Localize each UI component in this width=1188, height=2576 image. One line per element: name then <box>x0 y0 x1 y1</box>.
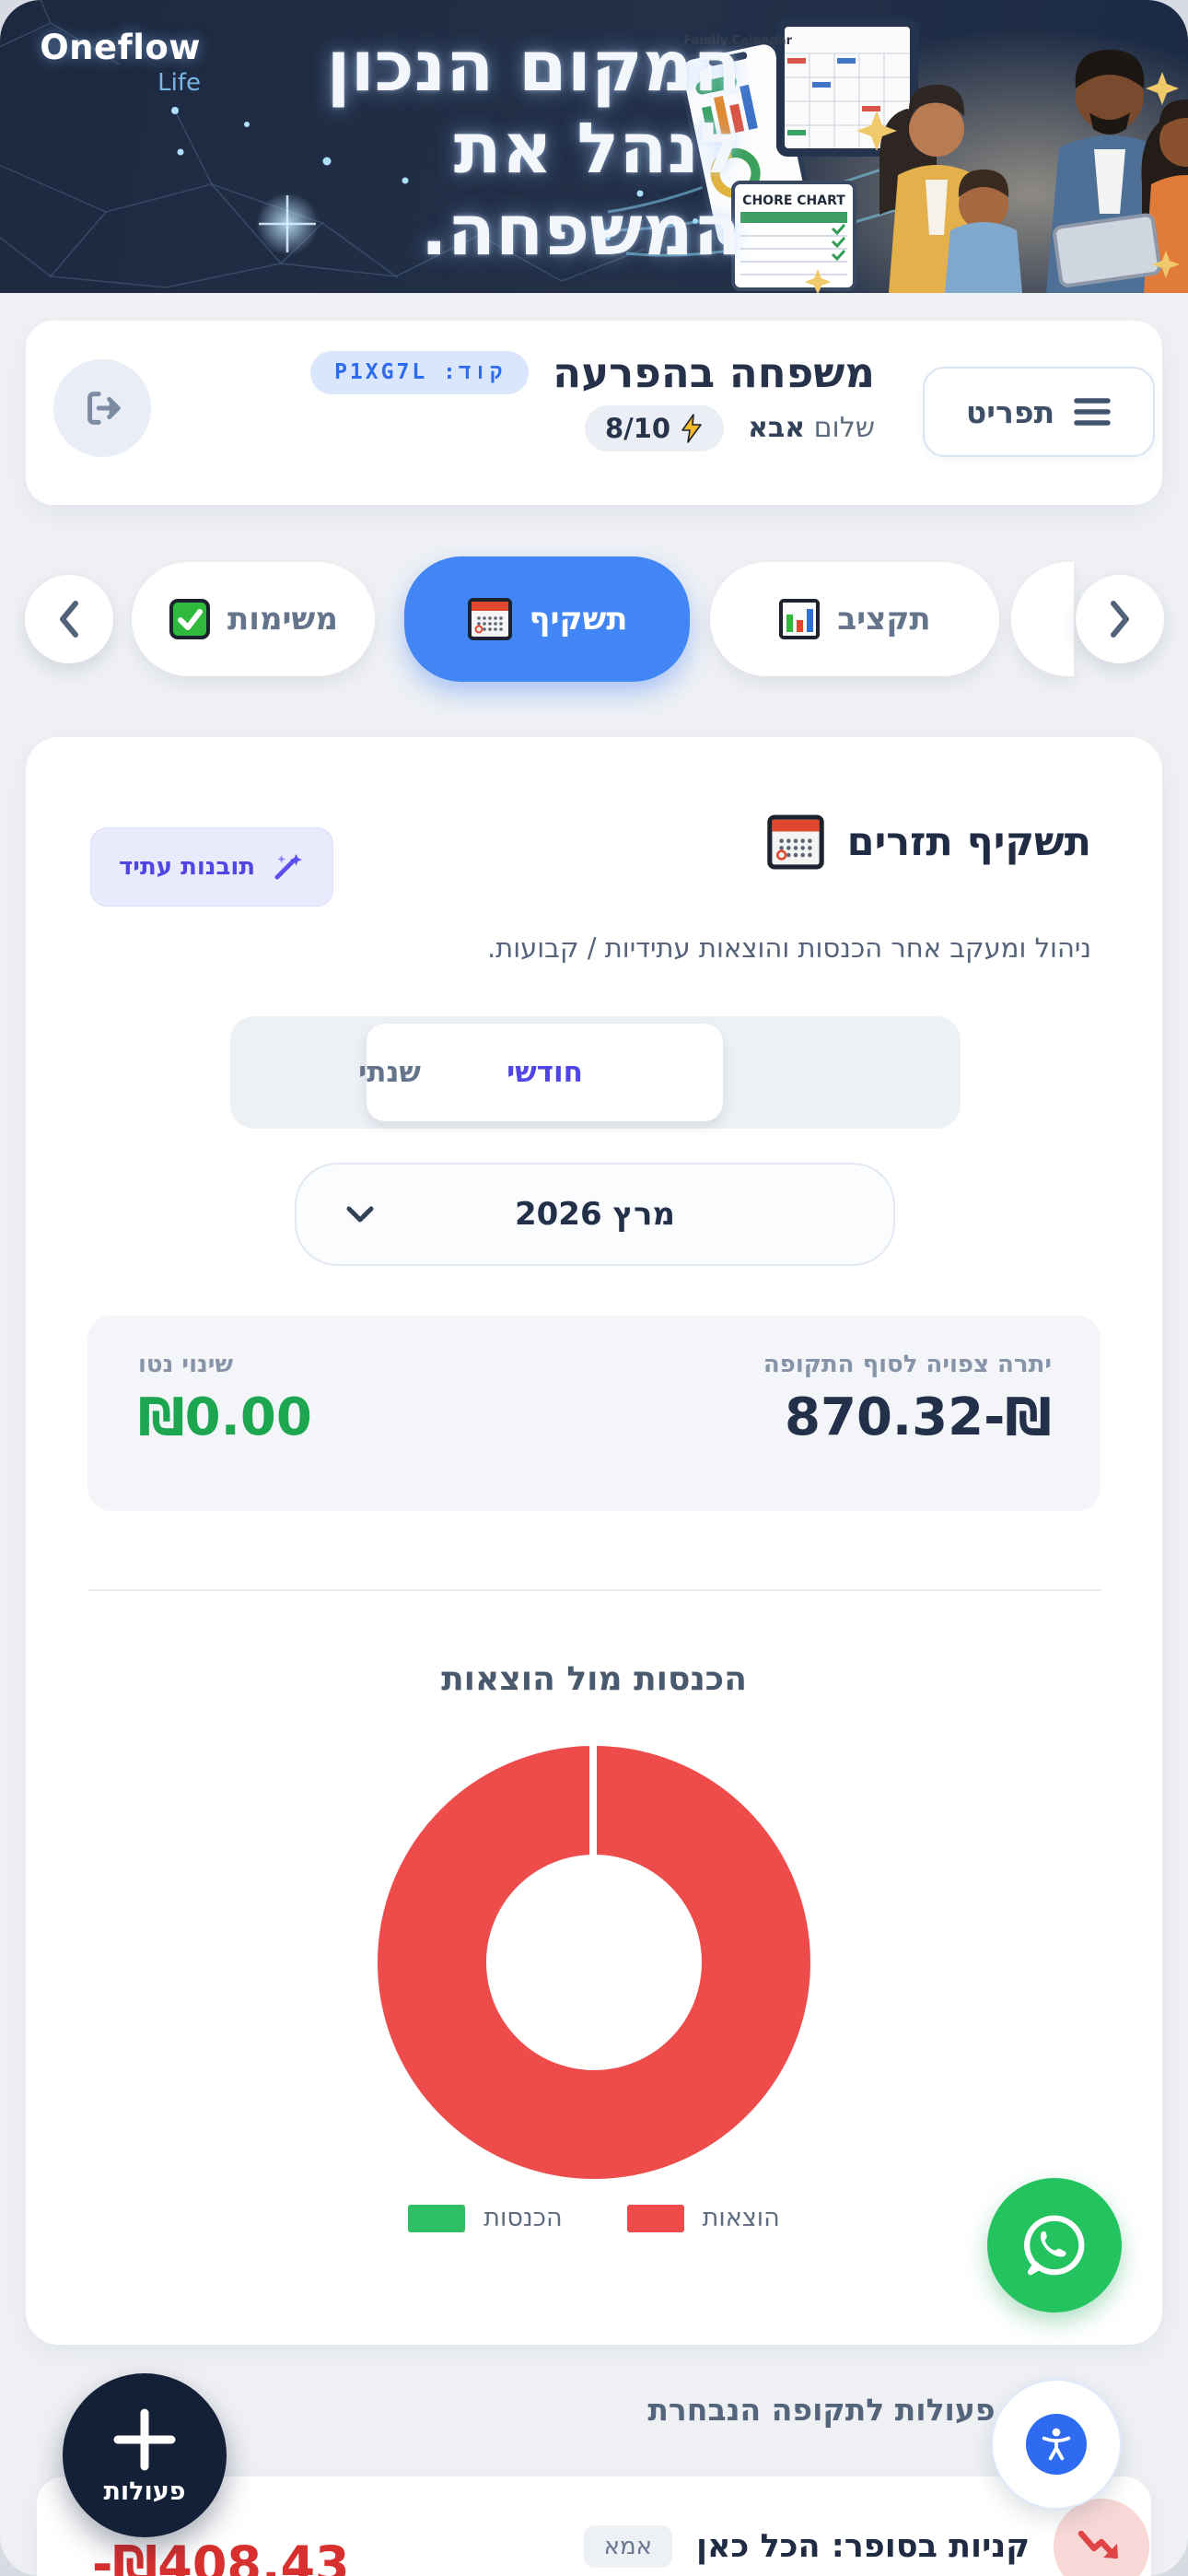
greeting-word: שלום <box>813 412 875 444</box>
expected-balance-value: 870.32-₪ <box>785 1388 1052 1447</box>
family-header: משפחה בהפרעה קוד: P1XG7L שלום אבא 8/10 <box>310 350 875 451</box>
income-swatch <box>408 2204 466 2232</box>
energy-score: 8/10 <box>604 412 671 444</box>
energy-badge: 8/10 <box>584 404 725 451</box>
forecast-title-text: תשקיף תזרים <box>846 819 1091 865</box>
expenses-legend-label: הוצאות <box>702 2204 780 2232</box>
period-select-value: מרץ 2026 <box>514 1196 676 1233</box>
chevron-down-icon <box>346 1206 374 1223</box>
tab-tasks[interactable]: משימות <box>132 562 375 676</box>
family-name: משפחה בהפרעה <box>553 348 875 397</box>
legend-item-expenses: הוצאות <box>626 2204 780 2232</box>
actions-fab-label: פעולות <box>103 2476 186 2506</box>
forecast-subtitle: ניהול ומעקב אחר הכנסות והוצאות עתידיות /… <box>486 932 1091 964</box>
whatsapp-icon <box>1024 2215 1085 2276</box>
future-insights-button[interactable]: תובנות עתיד <box>90 827 334 907</box>
member-name: אבא <box>748 412 806 444</box>
tab-budget[interactable]: תקציב <box>710 562 999 676</box>
hamburger-icon <box>1074 398 1111 426</box>
calendar-label: Family Calendar <box>683 34 792 48</box>
net-change: שינוי נטו ₪0.00 <box>138 1351 312 1447</box>
headline-line-2: לנהל את <box>453 106 741 189</box>
star-dots <box>171 107 698 240</box>
chevron-right-icon <box>1111 601 1129 638</box>
lightning-icon <box>681 413 702 443</box>
divider <box>87 1589 1101 1591</box>
brand-name: Oneflow <box>40 28 201 67</box>
summary-box <box>87 1316 1101 1511</box>
chevron-left-icon <box>60 601 78 638</box>
greeting-text: שלום אבא <box>748 412 875 444</box>
banner-headline: המקום הנכון לנהל את המשפחה. <box>326 25 741 272</box>
brand-sub-name: Life <box>157 69 201 97</box>
family-illustration <box>879 50 1188 293</box>
upcoming-item-amount: -₪408.43 <box>92 2535 350 2576</box>
chore-chart-card: CHORE CHART <box>731 181 856 291</box>
period-select[interactable]: מרץ 2026 <box>295 1163 895 1266</box>
calendar-icon <box>766 814 824 870</box>
whatsapp-button[interactable] <box>987 2178 1122 2313</box>
hero-banner: Family Calendar CHORE CHART <box>0 0 1188 293</box>
bright-star <box>259 195 316 252</box>
headline-line-1: המקום הנכון <box>326 25 741 107</box>
menu-button-label: תפריט <box>965 393 1055 430</box>
bar-chart-icon <box>779 599 821 639</box>
calendar-icon <box>467 598 512 640</box>
upcoming-section-title: צפי פעולות לתקופה הנבחרת <box>647 2392 1054 2428</box>
family-code-badge[interactable]: קוד: P1XG7L <box>310 351 530 395</box>
chart-title: הכנסות מול הוצאות <box>441 1660 747 1698</box>
slice-divider <box>589 1746 597 1856</box>
tab-tasks-label: משימות <box>227 601 338 638</box>
chore-chart-label: CHORE CHART <box>742 193 845 208</box>
legend-item-income: הכנסות <box>408 2204 563 2232</box>
plus-icon <box>113 2408 176 2470</box>
tab-forecast[interactable]: תשקיף <box>404 556 690 682</box>
upcoming-item-row[interactable]: קניות בסופר: הכל כאן אמא <box>583 2499 1149 2576</box>
menu-button[interactable]: תפריט <box>923 367 1155 457</box>
member-tag-badge: אמא <box>583 2525 672 2568</box>
income-vs-expenses-donut <box>378 1746 810 2179</box>
tab-partial-next[interactable] <box>1011 562 1074 676</box>
chart-legend: הכנסות הוצאות <box>0 2204 1188 2232</box>
tabs-prev-button[interactable] <box>25 575 113 663</box>
sparkles <box>805 72 1180 293</box>
tab-budget-label: תקציב <box>837 601 931 638</box>
expected-balance-label: יתרה צפויה לסוף התקופה <box>763 1351 1052 1378</box>
brand-logo: Oneflow Life <box>40 28 201 97</box>
accessibility-button[interactable] <box>991 2379 1122 2510</box>
check-square-icon <box>169 599 211 639</box>
headline-line-3: המשפחה. <box>420 188 741 271</box>
accessibility-icon <box>1026 2414 1087 2475</box>
upcoming-item-title: קניות בסופר: הכל כאן <box>695 2528 1030 2565</box>
tab-forecast-label: תשקיף <box>529 601 628 638</box>
future-insights-label: תובנות עתיד <box>119 853 256 881</box>
income-legend-label: הכנסות <box>483 2204 563 2232</box>
forecast-title: תשקיף תזרים <box>766 813 1091 872</box>
logout-button[interactable] <box>53 359 151 457</box>
banner-illustration: Family Calendar CHORE CHART <box>0 0 1188 293</box>
net-change-value: ₪0.00 <box>138 1388 312 1447</box>
actions-fab-button[interactable]: פעולות <box>63 2373 227 2537</box>
toggle-yearly[interactable]: שנתי <box>358 1056 421 1089</box>
expenses-swatch <box>626 2204 684 2232</box>
net-change-label: שינוי נטו <box>138 1351 234 1378</box>
toggle-monthly[interactable]: חודשי <box>367 1024 723 1121</box>
magic-wand-icon <box>274 853 302 880</box>
expense-trend-icon <box>1054 2499 1149 2576</box>
expected-balance: יתרה צפויה לסוף התקופה 870.32-₪ <box>763 1351 1052 1447</box>
tabs-next-button[interactable] <box>1076 575 1164 663</box>
sign-out-icon <box>87 392 121 425</box>
